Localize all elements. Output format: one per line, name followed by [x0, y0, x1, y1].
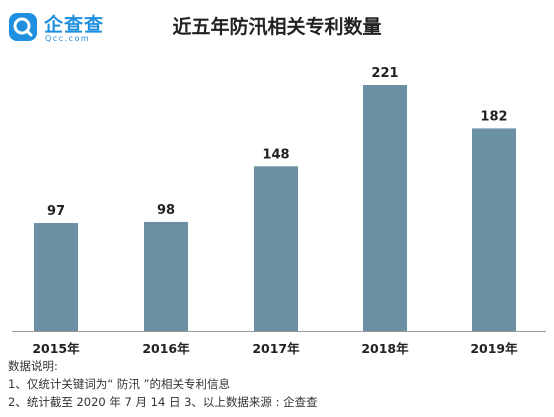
value-label: 221 — [371, 66, 398, 81]
x-tick-label: 2019年 — [470, 341, 518, 356]
bar-2015年 — [34, 223, 78, 331]
value-label: 98 — [157, 203, 175, 218]
value-labels-group: 97 98 148 221 182 — [47, 66, 508, 219]
bar-2019年 — [472, 128, 516, 331]
tick-labels-group: 2015年 2016年 2017年 2018年 2019年 — [32, 341, 518, 356]
logo-name: 企查查 — [44, 14, 105, 36]
chart-title: 近五年防汛相关专利数量 — [172, 16, 382, 38]
bar-2017年 — [254, 166, 298, 331]
value-label: 182 — [480, 109, 507, 124]
logo-mark-icon — [9, 13, 37, 41]
notes-line-1: 1、仅统计关键词为“ 防汛 ”的相关专利信息 — [8, 377, 231, 391]
value-label: 97 — [47, 204, 65, 219]
x-tick-label: 2018年 — [361, 341, 409, 356]
value-label: 148 — [262, 147, 289, 162]
x-tick-label: 2016年 — [142, 341, 190, 356]
bar-2016年 — [144, 221, 188, 331]
bars-group — [34, 85, 516, 331]
notes-title: 数据说明: — [8, 359, 58, 373]
x-tick-label: 2015年 — [32, 341, 80, 356]
bar-2018年 — [363, 85, 407, 331]
notes-line-2: 2、统计截至 2020 年 7 月 14 日 3、以上数据来源 : 企查查 — [8, 395, 318, 409]
logo: 企查查 Qcc.com — [8, 8, 118, 48]
logo-domain: Qcc.com — [45, 34, 91, 43]
x-tick-label: 2017年 — [252, 341, 300, 356]
